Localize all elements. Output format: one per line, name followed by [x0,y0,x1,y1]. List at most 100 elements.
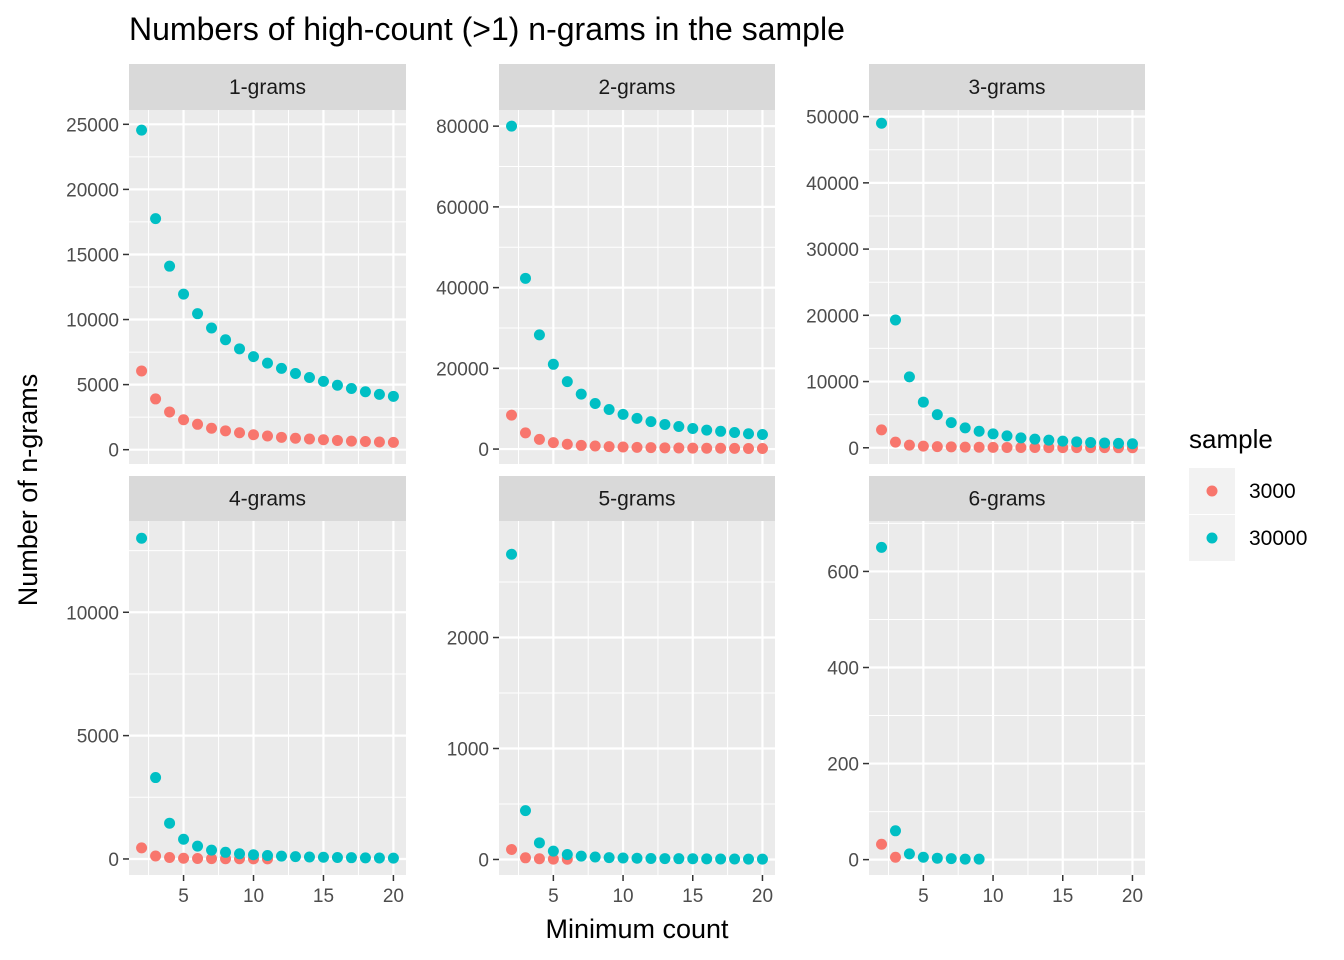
point-sample-3000 [150,393,162,405]
point-sample-3000 [876,424,888,436]
y-tick-label: 40000 [806,174,859,195]
point-sample-30000 [248,351,260,363]
point-sample-3000 [973,441,985,453]
point-sample-30000 [192,308,204,320]
point-sample-30000 [178,288,190,300]
point-sample-30000 [631,412,643,424]
y-tick-label: 5000 [77,727,119,748]
y-tick-label: 10000 [806,373,859,394]
point-sample-30000 [1015,432,1027,444]
point-sample-30000 [345,383,357,395]
point-sample-30000 [317,375,329,387]
point-sample-3000 [387,436,399,448]
point-sample-3000 [331,434,343,446]
point-sample-3000 [136,365,148,377]
strip-label: 4-grams [229,488,306,511]
y-tick-label: 2000 [447,629,489,650]
point-sample-30000 [701,424,713,436]
point-sample-3000 [206,853,218,865]
point-sample-3000 [1029,442,1041,454]
legend-label-3000: 3000 [1249,480,1296,503]
point-sample-30000 [150,213,162,225]
panel-background [869,110,1145,464]
point-sample-3000 [164,851,176,863]
point-sample-30000 [603,404,615,416]
point-sample-30000 [262,357,273,369]
point-sample-3000 [917,440,929,452]
y-tick-label: 50000 [806,108,859,129]
point-sample-30000 [547,845,559,857]
point-sample-30000 [136,532,148,544]
point-sample-30000 [275,362,287,374]
point-sample-3000 [136,842,148,854]
point-sample-30000 [519,272,531,284]
point-sample-30000 [387,852,399,864]
point-sample-3000 [547,437,559,449]
point-sample-3000 [206,422,218,434]
point-sample-3000 [234,427,246,439]
point-sample-30000 [715,853,727,865]
point-sample-3000 [687,442,699,454]
point-sample-30000 [192,840,204,852]
point-sample-3000 [903,439,915,451]
point-sample-30000 [506,120,518,132]
point-sample-30000 [248,849,260,861]
point-sample-3000 [931,441,943,453]
point-sample-30000 [617,408,629,420]
panel-1-grams: 1-grams 0 5000 10000 15000 20000 25000 [66,64,406,464]
point-sample-30000 [903,371,915,383]
point-sample-3000 [373,436,385,448]
point-sample-3000 [192,852,204,864]
point-sample-30000 [575,850,587,862]
y-tick-label: 0 [478,850,489,871]
y-tick-label: 20000 [806,306,859,327]
x-tick-label: 15 [682,886,703,907]
y-tick-label: 10000 [66,311,119,332]
y-tick-label: 0 [848,439,859,460]
point-sample-3000 [248,429,260,441]
point-sample-30000 [561,376,573,388]
point-sample-30000 [1113,437,1125,449]
point-sample-30000 [729,853,741,865]
point-sample-3000 [603,441,615,453]
y-tick-label: 1000 [447,739,489,760]
point-sample-30000 [889,314,901,326]
y-tick-label: 20000 [436,359,489,380]
point-sample-3000 [345,435,357,447]
point-sample-3000 [617,441,629,453]
point-sample-30000 [220,846,232,858]
point-sample-30000 [876,117,888,129]
y-tick-label: 0 [478,440,489,461]
point-sample-30000 [756,429,768,441]
y-tick-label: 400 [827,658,859,679]
point-sample-30000 [1029,433,1041,445]
point-sample-30000 [876,541,888,553]
point-sample-3000 [506,409,518,421]
point-sample-30000 [164,260,176,272]
legend-key-30000 [1206,532,1218,544]
panel-5-grams: 5-grams 0 1000 2000 5 10 15 20 [447,476,775,907]
point-sample-30000 [673,420,685,432]
point-sample-3000 [701,442,713,454]
point-sample-30000 [136,124,148,136]
point-sample-30000 [645,852,657,864]
point-sample-30000 [973,425,985,437]
point-sample-30000 [262,850,273,862]
point-sample-30000 [373,388,385,400]
point-sample-30000 [756,853,768,865]
strip-5-grams [499,476,775,521]
x-tick-label: 10 [612,886,633,907]
point-sample-3000 [631,441,643,453]
point-sample-3000 [262,430,273,442]
point-sample-30000 [150,772,162,784]
point-sample-30000 [289,368,301,380]
point-sample-3000 [756,442,768,454]
point-sample-3000 [178,852,190,864]
y-tick-label: 40000 [436,279,489,300]
point-sample-30000 [206,322,218,334]
point-sample-30000 [533,329,545,341]
strip-3-grams [869,64,1145,110]
point-sample-3000 [889,436,901,448]
point-sample-30000 [164,817,176,829]
x-tick-label: 20 [1122,886,1143,907]
